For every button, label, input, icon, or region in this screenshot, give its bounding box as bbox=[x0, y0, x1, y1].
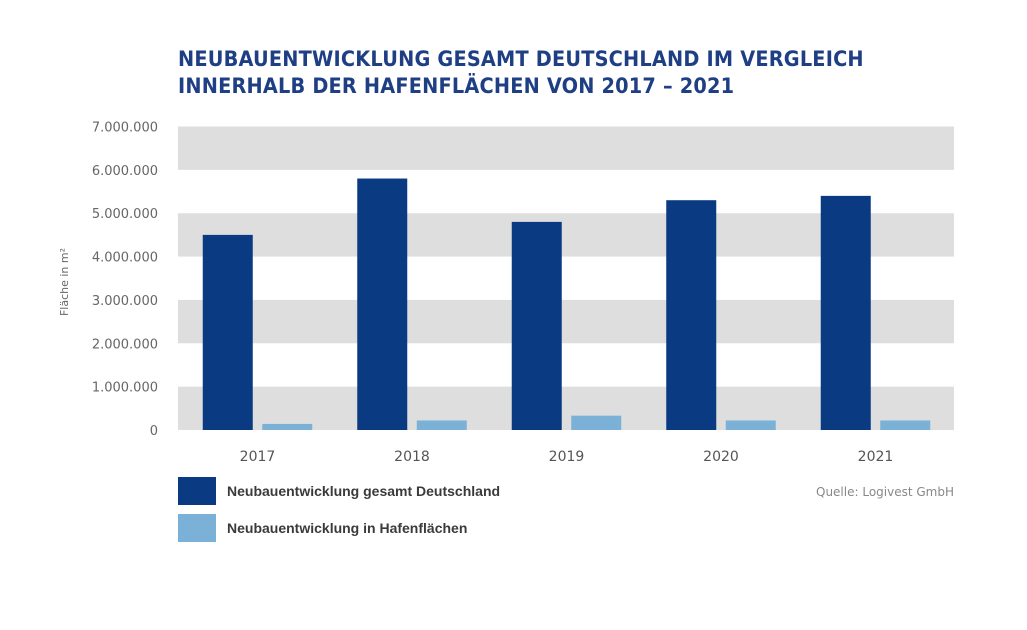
chart-title: NEUBAUENTWICKLUNG GESAMT DEUTSCHLAND IM … bbox=[178, 46, 914, 100]
chart-title-line-1: NEUBAUENTWICKLUNG GESAMT DEUTSCHLAND IM … bbox=[178, 47, 864, 71]
grid-band bbox=[178, 126, 954, 170]
bar-deutschland-2021 bbox=[820, 195, 871, 430]
y-axis-ticks: 0 1.000.000 2.000.000 3.000.000 4.000.000 5.0… bbox=[92, 121, 158, 440]
legend-label-hafenflaechen: Neubauentwicklung in Hafenflächen bbox=[227, 520, 468, 536]
bars bbox=[202, 178, 931, 430]
y-tick-label: 6.000.000 bbox=[92, 164, 158, 179]
legend-label-deutschland: Neubauentwicklung gesamt Deutschland bbox=[227, 483, 501, 499]
y-tick-label: 0 bbox=[150, 424, 158, 439]
x-tick-label: 2017 bbox=[240, 449, 276, 465]
bar-deutschland-2018 bbox=[357, 178, 408, 430]
bar-hafenflaechen-2019 bbox=[571, 415, 622, 430]
bar-hafenflaechen-2018 bbox=[416, 420, 467, 430]
source-note: Quelle: Logivest GmbH bbox=[816, 485, 954, 499]
legend-item-hafenflaechen: Neubauentwicklung in Hafenflächen bbox=[178, 514, 467, 542]
legend-swatch-hafenflaechen bbox=[178, 514, 216, 542]
chart-title-line-2: INNERHALB DER HAFENFLÄCHEN VON 2017 – 20… bbox=[178, 74, 735, 98]
x-axis-ticks: 2017 2018 2019 2020 2021 bbox=[240, 449, 894, 465]
legend-item-deutschland: Neubauentwicklung gesamt Deutschland bbox=[178, 477, 500, 505]
legend-swatch-deutschland bbox=[178, 477, 216, 505]
x-tick-label: 2019 bbox=[549, 449, 585, 465]
bar-hafenflaechen-2017 bbox=[262, 423, 313, 430]
bar-deutschland-2019 bbox=[511, 221, 562, 430]
bar-deutschland-2020 bbox=[666, 200, 717, 430]
bar-chart: 0 1.000.000 2.000.000 3.000.000 4.000.000 5.0… bbox=[58, 121, 954, 465]
y-tick-label: 1.000.000 bbox=[92, 381, 158, 396]
y-tick-label: 2.000.000 bbox=[92, 337, 158, 352]
x-tick-label: 2020 bbox=[703, 449, 739, 465]
y-axis-label: Fläche in m² bbox=[58, 248, 71, 316]
y-tick-label: 5.000.000 bbox=[92, 207, 158, 222]
x-tick-label: 2021 bbox=[858, 449, 894, 465]
bar-deutschland-2017 bbox=[202, 234, 253, 430]
y-tick-label: 4.000.000 bbox=[92, 251, 158, 266]
bar-hafenflaechen-2021 bbox=[880, 420, 931, 430]
y-tick-label: 3.000.000 bbox=[92, 294, 158, 309]
y-tick-label: 7.000.000 bbox=[92, 121, 158, 136]
bar-hafenflaechen-2020 bbox=[725, 420, 776, 430]
x-tick-label: 2018 bbox=[394, 449, 430, 465]
